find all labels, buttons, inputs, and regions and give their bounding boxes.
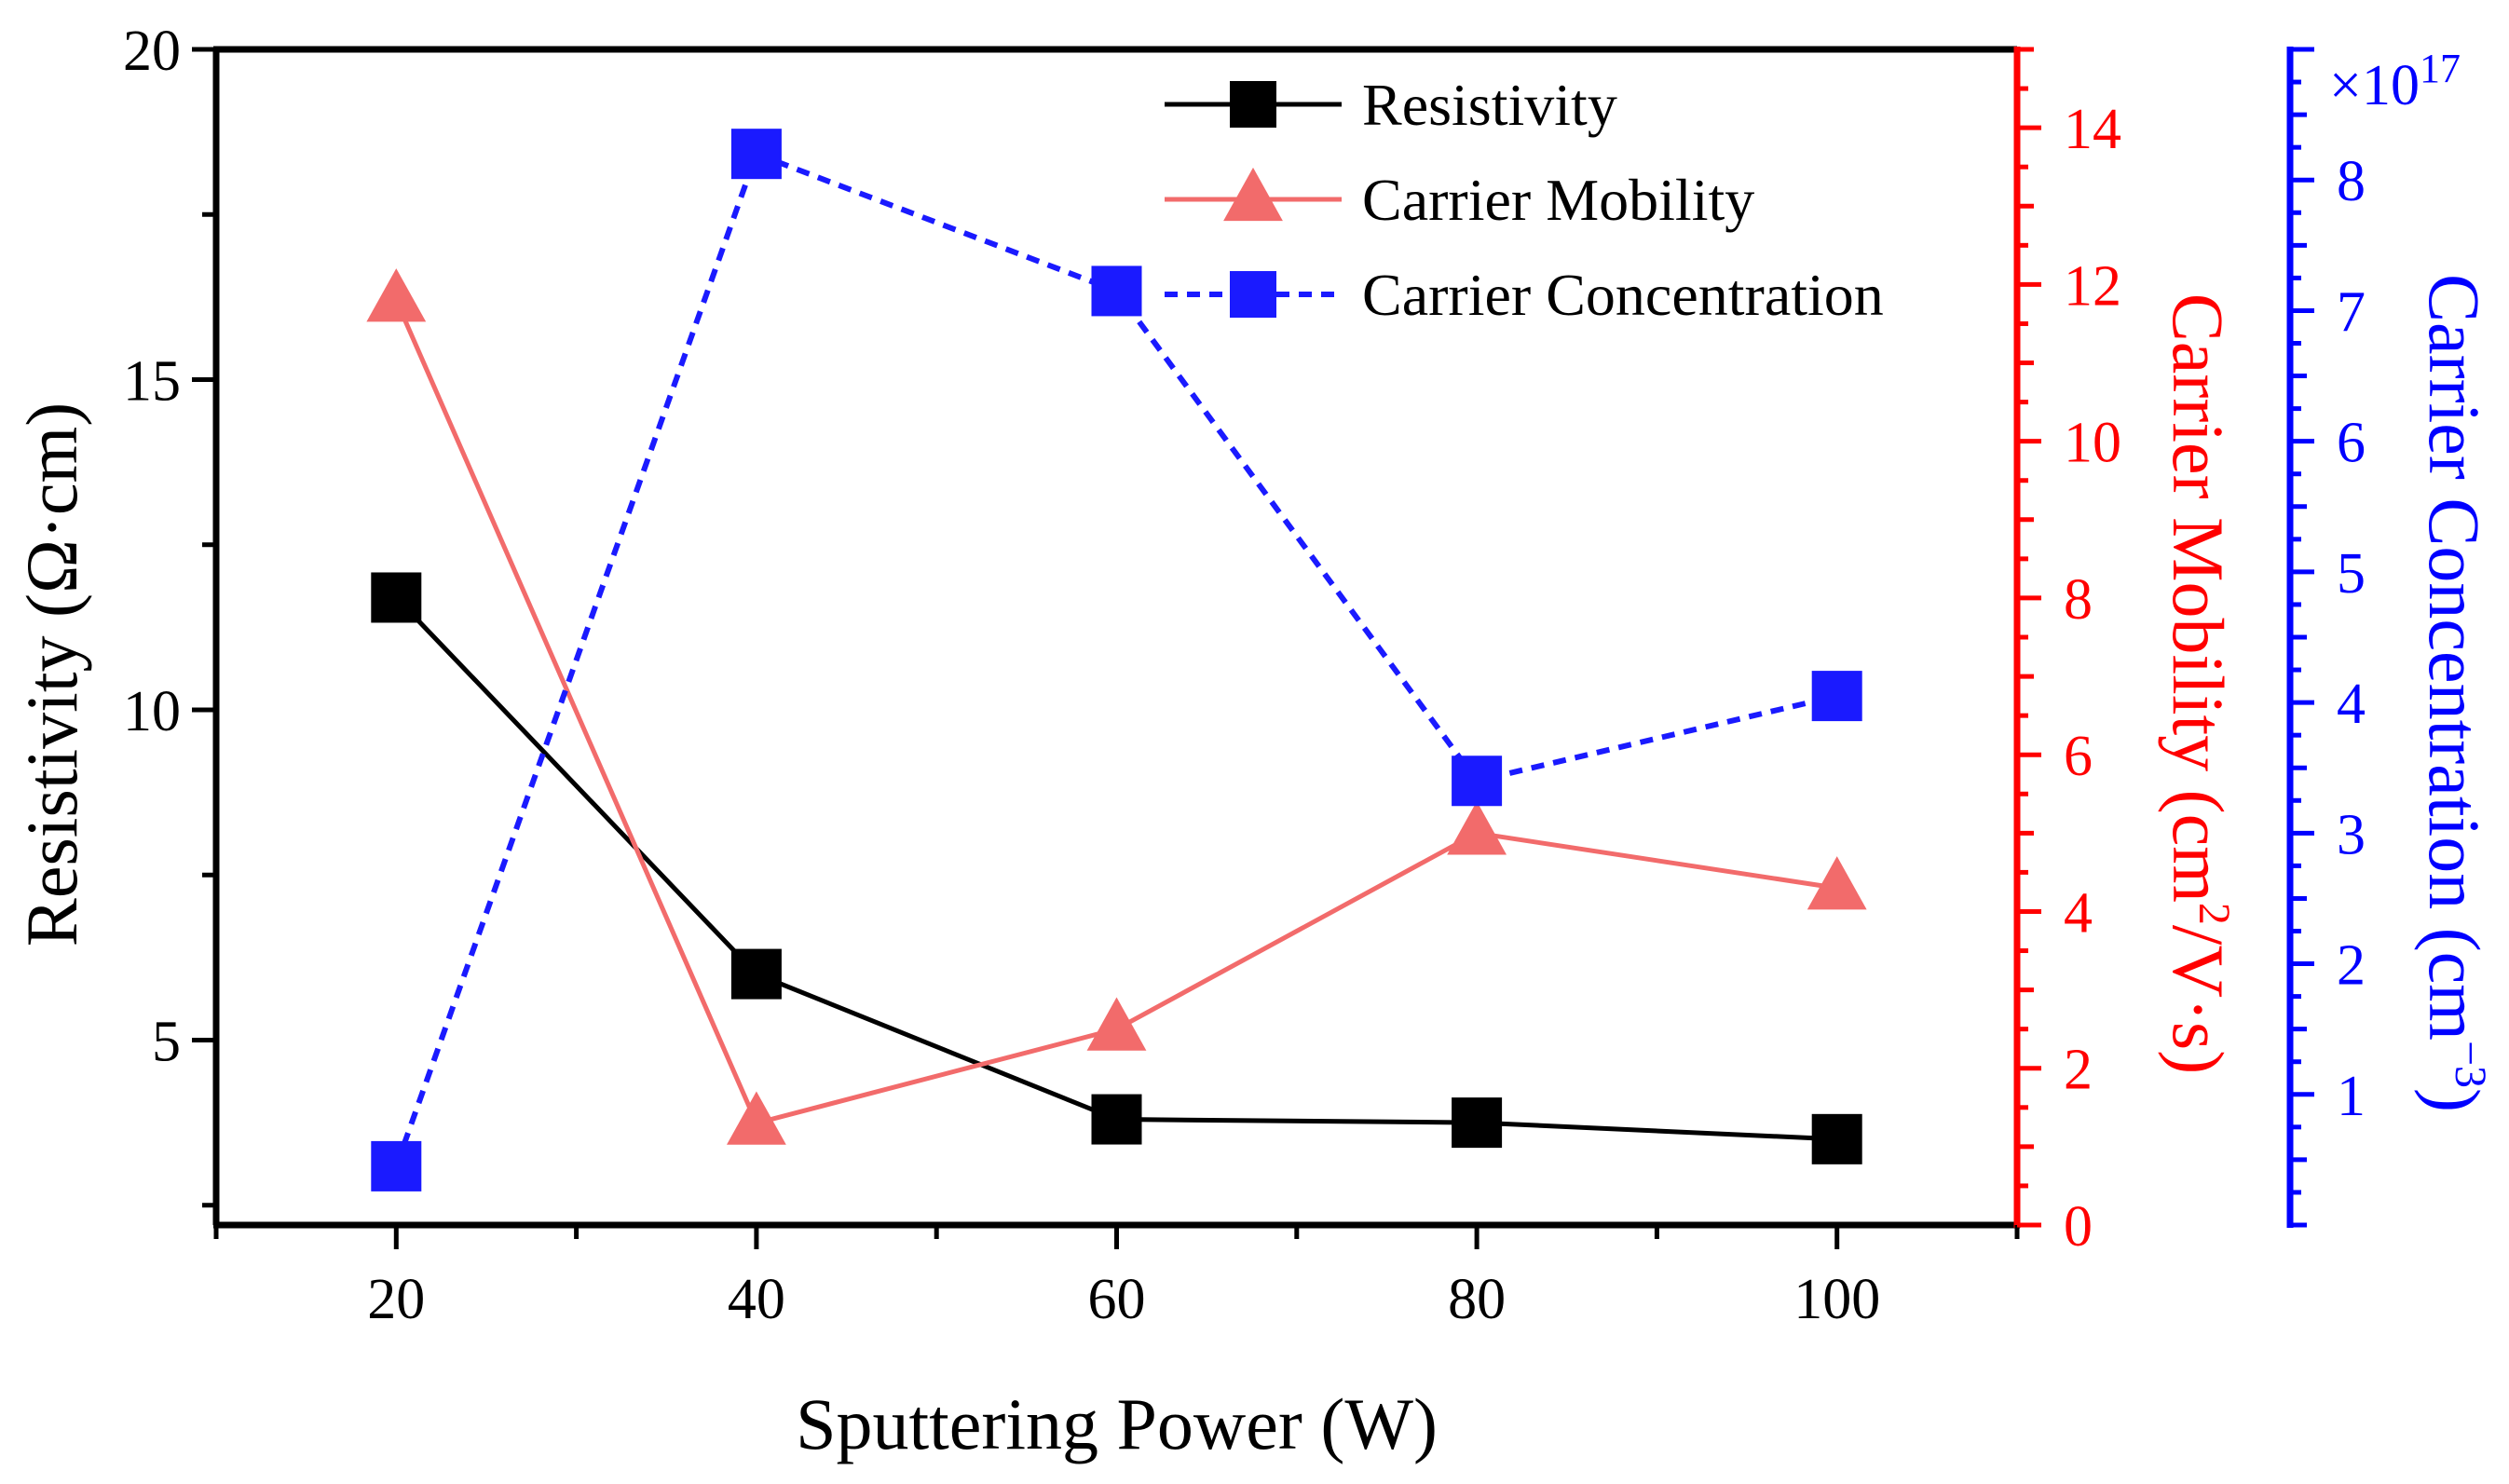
x-tick-label: 60 <box>1088 1268 1146 1331</box>
concentration-multiplier-exp: 17 <box>2420 46 2461 91</box>
square-marker <box>1811 671 1862 722</box>
left-tick-label: 15 <box>123 349 181 413</box>
mobility-tick-label: 0 <box>2064 1195 2093 1259</box>
square-marker <box>730 129 782 180</box>
concentration-axis-title-sup: −3 <box>2446 1041 2495 1088</box>
mobility-axis-title-sup: 2 <box>2189 903 2239 925</box>
concentration-tick-label: 7 <box>2337 280 2366 344</box>
mobility-axis-title-main: Carrier Mobility (cm <box>2158 293 2239 903</box>
square-marker <box>1452 756 1503 807</box>
square-marker <box>371 572 422 623</box>
left-tick-label: 20 <box>123 20 181 83</box>
series-carrier-concentration <box>371 129 1862 1191</box>
square-marker <box>730 948 782 1000</box>
concentration-multiplier: ×1017 <box>2329 46 2461 117</box>
concentration-tick-label: 1 <box>2337 1065 2366 1128</box>
mobility-tick-label: 8 <box>2064 568 2093 632</box>
triangle-marker <box>1447 801 1507 855</box>
series-resistivity <box>371 572 1862 1164</box>
x-tick-label: 100 <box>1793 1268 1880 1331</box>
triangle-marker <box>1807 856 1867 910</box>
series-line <box>394 595 1837 1142</box>
mobility-tick-label: 12 <box>2064 254 2121 318</box>
left-axis-title: Resistivity (Ω·cm) <box>11 402 92 946</box>
legend-label: Resistivity <box>1362 72 1617 138</box>
x-tick-label: 40 <box>728 1268 785 1331</box>
concentration-tick-label: 8 <box>2337 150 2366 213</box>
concentration-multiplier-base: ×10 <box>2329 54 2420 117</box>
triangle-marker <box>1086 997 1147 1051</box>
legend-label: Carrier Concentration <box>1362 262 1884 328</box>
legend: Resistivity Carrier Mobility Carrier Conce… <box>1165 72 1884 328</box>
concentration-tick-label: 2 <box>2337 934 2366 998</box>
mobility-tick-label: 6 <box>2064 725 2093 788</box>
square-marker <box>371 1140 422 1191</box>
legend-square-marker <box>1230 81 1276 128</box>
legend-triangle-marker <box>1223 167 1283 222</box>
concentration-tick-label: 6 <box>2337 412 2366 475</box>
mobility-tick-label: 14 <box>2064 98 2121 161</box>
series-carrier-mobility <box>366 268 1867 1145</box>
square-marker <box>1811 1113 1862 1164</box>
left-tick-label: 5 <box>152 1010 181 1073</box>
legend-square-marker <box>1230 271 1276 318</box>
x-tick-label: 80 <box>1448 1268 1506 1331</box>
mobility-axis-title: Carrier Mobility (cm2/V·s) <box>2158 293 2239 1074</box>
legend-entry: Resistivity <box>1165 72 1617 138</box>
legend-label: Carrier Mobility <box>1362 167 1754 233</box>
concentration-axis-title: Carrier Concentration (cm−3) <box>2414 274 2495 1112</box>
x-tick-label: 20 <box>367 1268 425 1331</box>
x-axis-title: Sputtering Power (W) <box>796 1383 1438 1464</box>
concentration-tick-label: 4 <box>2337 673 2366 736</box>
left-tick-label: 10 <box>123 680 181 743</box>
square-marker <box>1091 265 1142 317</box>
mobility-axis-title-tail: /V·s) <box>2158 925 2239 1074</box>
mobility-tick-label: 10 <box>2064 412 2121 475</box>
legend-entry: Carrier Concentration <box>1165 262 1884 328</box>
mobility-tick-label: 4 <box>2064 881 2093 945</box>
legend-entry: Carrier Mobility <box>1165 167 1754 233</box>
triangle-marker <box>366 268 427 322</box>
concentration-tick-label: 5 <box>2337 542 2366 606</box>
mobility-tick-label: 2 <box>2064 1039 2093 1102</box>
square-marker <box>1091 1094 1142 1145</box>
triangle-marker <box>727 1091 786 1145</box>
series-layer <box>366 129 1867 1191</box>
concentration-tick-label: 3 <box>2337 803 2366 866</box>
concentration-axis-title-tail: ) <box>2414 1088 2495 1112</box>
concentration-axis-title-main: Carrier Concentration (cm <box>2414 274 2495 1041</box>
square-marker <box>1452 1097 1503 1149</box>
